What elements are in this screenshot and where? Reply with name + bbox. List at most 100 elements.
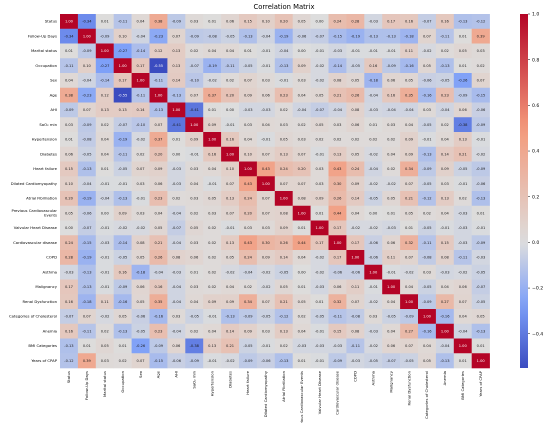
heatmap-cell	[418, 58, 437, 74]
heatmap-cell-value: 0.08	[333, 79, 342, 83]
heatmap-cell	[400, 353, 419, 369]
heatmap-cell-value: -0.03	[458, 226, 467, 230]
heatmap-cell	[471, 294, 490, 310]
heatmap-cell	[400, 220, 419, 236]
heatmap-cell	[328, 338, 347, 354]
heatmap-cell-value: 0.03	[190, 241, 198, 245]
heatmap-cell	[113, 250, 132, 266]
heatmap-cell-value: 1.00	[119, 64, 128, 68]
heatmap-cell	[310, 205, 329, 221]
x-tick-label: Categories of Cholesterol	[424, 371, 429, 419]
heatmap-cell	[113, 309, 132, 325]
heatmap-cell-value: -0.11	[136, 93, 145, 97]
heatmap-cell	[239, 43, 258, 59]
heatmap-cell-value: 0.04	[208, 329, 217, 333]
heatmap-cell	[77, 205, 97, 221]
heatmap-cell-value: 0.01	[65, 49, 73, 53]
heatmap-cell-value: 0.05	[137, 256, 145, 260]
heatmap-cell	[400, 309, 419, 325]
heatmap-cell-value: -0.01	[261, 344, 270, 348]
colorbar-tick-label: 1.0	[532, 12, 539, 18]
heatmap-cell	[346, 220, 365, 236]
heatmap-cell-value: -0.02	[261, 285, 270, 289]
heatmap-cell	[292, 117, 311, 133]
heatmap-cell-value: 0.01	[459, 64, 467, 68]
heatmap-cell	[364, 220, 383, 236]
heatmap-cell-value: 0.03	[298, 79, 306, 83]
heatmap-cell	[95, 132, 114, 148]
heatmap-cell	[471, 58, 490, 74]
heatmap-cell-value: -0.34	[82, 20, 92, 24]
heatmap-cell	[77, 161, 97, 177]
heatmap-cell	[256, 58, 276, 74]
heatmap-cell-value: -0.13	[172, 93, 181, 97]
heatmap-cell	[113, 235, 132, 251]
heatmap-cell	[310, 73, 329, 89]
heatmap-cell-value: 0.28	[351, 20, 360, 24]
y-tick-label: Valvular Heart Disease	[14, 225, 58, 230]
heatmap-cell-value: 0.17	[333, 256, 341, 260]
heatmap-cell-value: 0.09	[208, 123, 217, 127]
heatmap-cell-value: 0.03	[190, 197, 198, 201]
heatmap-cell	[149, 323, 168, 339]
heatmap-cell-value: -0.13	[369, 34, 378, 38]
heatmap-cell	[113, 205, 132, 221]
heatmap-cell-value: 0.17	[387, 20, 395, 24]
heatmap-cell	[167, 220, 186, 236]
heatmap-cell-value: 0.07	[83, 315, 91, 319]
heatmap-cell-value: 0.11	[387, 256, 395, 260]
heatmap-cell	[418, 323, 437, 339]
heatmap-cell	[382, 117, 401, 133]
heatmap-cell-value: 0.04	[423, 344, 432, 348]
heatmap-cell-value: 0.02	[298, 315, 306, 319]
heatmap-cell-value: 0.01	[459, 34, 467, 38]
heatmap-cell	[149, 294, 168, 310]
heatmap-cell-value: 0.13	[172, 49, 180, 53]
heatmap-cell-value: -0.04	[261, 34, 271, 38]
heatmap-cell-value: 0.04	[244, 138, 253, 142]
heatmap-cell-value: 0.09	[208, 300, 217, 304]
heatmap-cell	[131, 73, 150, 89]
heatmap-cell-value: -0.02	[225, 270, 234, 274]
heatmap-cell	[400, 132, 419, 148]
heatmap-cell-value: 0.14	[172, 79, 181, 83]
heatmap-cell-value: 0.01	[316, 300, 324, 304]
heatmap-cell-value: -0.04	[369, 167, 379, 171]
heatmap-cell-value: 0.44	[333, 211, 342, 215]
heatmap-cell	[400, 117, 419, 133]
heatmap-cell	[167, 250, 186, 266]
heatmap-cell	[185, 323, 204, 339]
heatmap-cell-value: -0.01	[315, 329, 324, 333]
heatmap-cell	[274, 146, 293, 162]
heatmap-cell	[60, 117, 79, 133]
heatmap-cell-value: 1.00	[154, 93, 163, 97]
heatmap-cell-value: -0.06	[422, 79, 432, 83]
heatmap-cell-value: 0.01	[190, 270, 198, 274]
heatmap-cell-value: 0.24	[333, 20, 342, 24]
heatmap-cell	[382, 28, 401, 44]
heatmap-cell-value: 0.14	[351, 197, 360, 201]
heatmap-cell-value: 0.01	[244, 49, 252, 53]
heatmap-cell	[203, 146, 222, 162]
heatmap-cell	[95, 87, 114, 103]
heatmap-cell	[310, 191, 329, 207]
heatmap-cell	[328, 205, 347, 221]
heatmap-cell	[453, 132, 472, 148]
heatmap-cell	[95, 220, 114, 236]
heatmap-cell-value: 0.27	[441, 300, 449, 304]
heatmap-cell	[221, 161, 240, 177]
heatmap-cell-value: 0.00	[316, 20, 325, 24]
heatmap-cell	[77, 338, 97, 354]
heatmap-cell-value: -0.03	[243, 108, 252, 112]
heatmap-cell-value: -0.05	[82, 152, 91, 156]
heatmap-cell	[328, 235, 347, 251]
heatmap-cell-value: -0.09	[476, 167, 486, 171]
heatmap-cell-value: -0.11	[422, 241, 431, 245]
heatmap-cell-value: 0.07	[262, 211, 270, 215]
heatmap-cell-value: 0.01	[83, 344, 91, 348]
heatmap-cell	[382, 146, 401, 162]
heatmap-cell	[274, 235, 293, 251]
heatmap-cell-value: 0.09	[316, 197, 325, 201]
heatmap-cell-value: 0.02	[208, 241, 216, 245]
heatmap-cell-value: 0.05	[137, 300, 145, 304]
